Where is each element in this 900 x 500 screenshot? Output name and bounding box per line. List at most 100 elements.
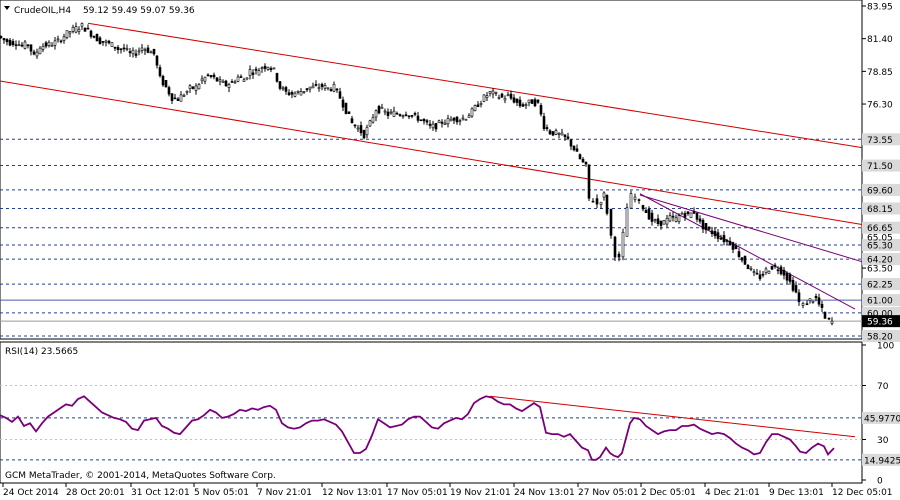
dropdown-arrow-icon[interactable] — [4, 6, 10, 10]
candle-body — [401, 115, 405, 118]
candle-body — [743, 255, 747, 265]
candle-body — [344, 102, 348, 114]
rsi-tick-label: 70 — [877, 382, 889, 392]
candle-body — [767, 270, 771, 274]
candle-body — [386, 111, 390, 116]
candle-body — [236, 76, 240, 82]
price-tick-label: 64.20 — [867, 256, 893, 266]
candle-body — [398, 114, 402, 117]
candle-body — [473, 105, 477, 112]
candle-body — [575, 148, 579, 152]
candle-body — [353, 124, 357, 127]
candle-body — [808, 298, 812, 302]
price-tick-label: 78.85 — [867, 68, 893, 78]
candle-body — [149, 51, 153, 54]
candle-body — [731, 242, 735, 250]
candle-body — [683, 213, 687, 218]
candle-body — [332, 84, 336, 92]
rsi-series — [0, 395, 835, 461]
candle-body — [101, 41, 105, 43]
candle-body — [817, 297, 821, 305]
candle-body — [155, 55, 159, 66]
trendline[interactable] — [639, 193, 856, 310]
candle-body — [260, 67, 264, 70]
candle-body — [5, 39, 9, 43]
candle-body — [476, 104, 480, 108]
candle-body — [170, 93, 174, 101]
candle-body — [224, 80, 228, 87]
rsi-tick-label: 30 — [877, 436, 889, 446]
candle-body — [173, 97, 177, 100]
minor-level-label: 65.05 — [867, 233, 893, 243]
trendline[interactable] — [639, 194, 863, 263]
time-tick-label: 9 Dec 13:01 — [769, 488, 824, 498]
candle-body — [710, 230, 714, 235]
chart-header-symbol: CrudeOIL,H4 — [14, 6, 71, 16]
trendline[interactable] — [0, 80, 863, 225]
candle-body — [320, 84, 324, 87]
candle-body — [389, 111, 393, 114]
candle-body — [830, 320, 834, 324]
candle-body — [446, 118, 450, 125]
candle-body — [713, 231, 717, 237]
candle-body — [518, 99, 522, 107]
candle-body — [563, 134, 567, 138]
candle-body — [455, 116, 459, 123]
time-tick-label: 24 Oct 2014 — [3, 488, 59, 498]
rsi-trendline[interactable] — [489, 395, 856, 438]
price-tick-label: 60.00 — [867, 309, 893, 319]
candle-body — [470, 108, 474, 117]
candle-body — [404, 114, 408, 116]
price-tick-label: 81.40 — [867, 35, 893, 45]
candle-body — [137, 50, 141, 53]
candle-body — [722, 235, 726, 243]
candle-body — [287, 92, 291, 96]
candle-body — [554, 130, 558, 135]
candle-body — [692, 211, 696, 214]
candle-body — [650, 212, 654, 222]
candle-body — [209, 75, 213, 77]
watermark: GCM MetaTrader, © 2001-2014, MetaQuotes … — [5, 471, 276, 481]
candle-body — [299, 91, 303, 96]
candle-body — [788, 274, 792, 282]
candle-body — [637, 199, 641, 201]
candle-body — [578, 154, 582, 160]
price-tick-label: 83.95 — [867, 3, 893, 13]
candle-body — [566, 136, 570, 139]
candle-body — [275, 73, 279, 82]
trendline[interactable] — [87, 22, 863, 149]
candle-body — [38, 47, 42, 55]
candle-body — [761, 273, 765, 276]
candle-body — [515, 98, 519, 103]
candle-body — [524, 104, 528, 106]
candle-body — [584, 161, 588, 165]
candle-body — [482, 94, 486, 102]
time-tick-label: 4 Dec 21:01 — [705, 488, 760, 498]
candle-body — [176, 98, 180, 101]
candle-body — [770, 265, 774, 270]
candle-body — [530, 99, 534, 104]
price-label-box — [862, 239, 900, 252]
candle-body — [188, 85, 192, 90]
candle-body — [14, 44, 18, 46]
candle-body — [20, 44, 24, 47]
candle-body — [119, 48, 123, 51]
candle-body — [491, 90, 495, 95]
candle-body — [725, 240, 729, 242]
candle-body — [239, 76, 243, 78]
candle-body — [341, 99, 345, 108]
candle-body — [764, 268, 768, 273]
candle-body — [494, 92, 498, 94]
candle-body — [185, 90, 189, 93]
candle-body — [737, 251, 741, 257]
candle-body — [317, 87, 321, 89]
candle-body — [266, 66, 270, 70]
candle-body — [773, 264, 777, 267]
candle-body — [218, 79, 222, 82]
candle-body — [125, 48, 129, 50]
candle-body — [431, 123, 435, 129]
price-label-box — [862, 202, 900, 215]
candle-body — [215, 77, 219, 82]
time-axis: 24 Oct 2014 28 Oct 20:01 31 Oct 12:01 5 Nov… — [2, 483, 893, 498]
candle-body — [89, 30, 93, 37]
